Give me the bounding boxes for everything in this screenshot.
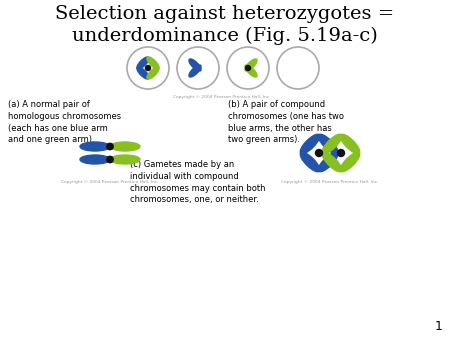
Text: 1: 1 [435,320,443,333]
Ellipse shape [245,59,257,71]
Ellipse shape [300,134,320,154]
Ellipse shape [110,155,140,164]
Ellipse shape [340,134,360,154]
Ellipse shape [80,142,110,151]
Circle shape [107,156,113,163]
Ellipse shape [245,65,257,77]
Ellipse shape [147,57,159,69]
Text: Copyright © 2004 Pearson Prentice Hall, Inc.: Copyright © 2004 Pearson Prentice Hall, … [173,95,271,99]
Ellipse shape [340,152,360,172]
Circle shape [315,149,323,156]
Ellipse shape [137,57,149,69]
Text: Copyright © 2004 Pearson Prentice Hall, Inc.: Copyright © 2004 Pearson Prentice Hall, … [61,180,159,184]
Text: (c) Gametes made by an
individual with compound
chromosomes may contain both
chr: (c) Gametes made by an individual with c… [130,160,266,204]
Ellipse shape [318,134,338,154]
Ellipse shape [147,67,159,79]
Circle shape [107,143,113,150]
Ellipse shape [322,152,342,172]
Text: (a) A normal pair of
homologous chromosomes
(each has one blue arm
and one green: (a) A normal pair of homologous chromoso… [8,100,121,144]
Text: Selection against heterozygotes =
underdominance (Fig. 5.19a-c): Selection against heterozygotes = underd… [55,5,395,45]
Ellipse shape [189,65,201,77]
Ellipse shape [300,152,320,172]
Ellipse shape [189,59,201,71]
Ellipse shape [318,152,338,172]
Circle shape [246,66,251,71]
Ellipse shape [80,155,110,164]
Ellipse shape [322,134,342,154]
Circle shape [338,149,345,156]
Text: (b) A pair of compound
chromosomes (one has two
blue arms, the other has
two gre: (b) A pair of compound chromosomes (one … [228,100,344,144]
Ellipse shape [137,67,149,79]
Circle shape [145,66,150,71]
Text: Copyright © 2004 Pearson Prentice Hall, Inc.: Copyright © 2004 Pearson Prentice Hall, … [281,180,379,184]
Ellipse shape [110,142,140,151]
